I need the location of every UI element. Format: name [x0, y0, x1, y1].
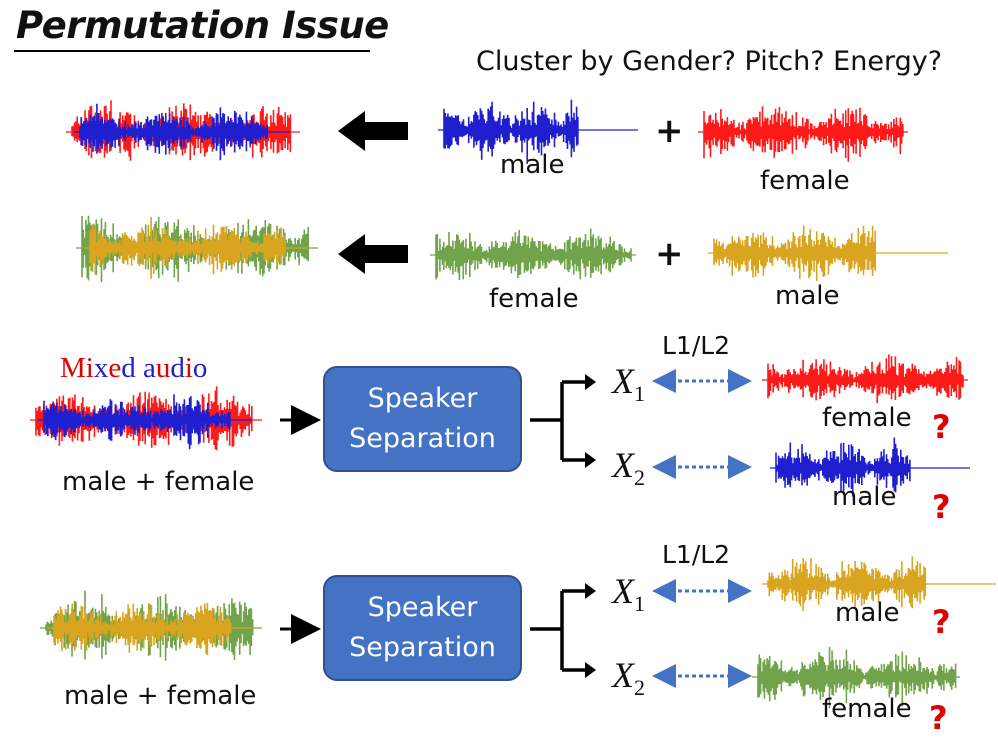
sep1-input-waveform-b: [38, 394, 252, 450]
row1-female-waveform: [698, 106, 908, 162]
sep1-output-x2: X2: [612, 445, 645, 491]
split-bracket-2: [530, 589, 585, 672]
sep2-loss-label: L1/L2: [662, 540, 731, 569]
mixed-audio-char: d: [121, 352, 136, 384]
sep2-box-line2: Separation: [349, 632, 496, 663]
mixed-audio-char: x: [93, 352, 109, 384]
mixed-audio-char: o: [192, 352, 208, 384]
row1-plus: +: [655, 111, 684, 151]
sep1-out2-waveform: [770, 437, 970, 497]
sep2-out1-question-mark: ?: [932, 603, 951, 641]
row2-source-a-label: female: [489, 284, 579, 314]
sep2-input-label: male + female: [64, 681, 257, 711]
row2-plus: +: [655, 234, 684, 274]
title-underline: [14, 50, 370, 52]
sep2-input-waveform-b: [48, 602, 252, 656]
row1-male-waveform: [438, 99, 638, 164]
mixed-audio-char: d: [170, 352, 185, 384]
sep1-output-x1: X1: [612, 361, 645, 407]
sep2-out2-label: female: [822, 694, 912, 724]
mixed-audio-char: M: [60, 352, 86, 384]
sep1-box-line2: Separation: [349, 423, 496, 454]
speaker-separation-box-1: Speaker Separation: [323, 366, 522, 472]
page-title: Permutation Issue: [16, 4, 389, 47]
mixed-audio-char: a: [142, 352, 156, 384]
row2-male-waveform: [708, 225, 948, 281]
big-left-arrow-1: [338, 111, 408, 151]
row1-source-a-label: male: [500, 150, 565, 180]
sep2-out1-waveform: [762, 556, 996, 611]
sep1-box-line1: Speaker: [367, 383, 478, 414]
row1-source-b-label: female: [760, 166, 850, 196]
sep2-output-x1: X1: [612, 571, 645, 617]
split-bracket-1: [530, 380, 585, 462]
sep2-out2-question-mark: ?: [929, 699, 948, 737]
sep2-box-line1: Speaker: [367, 592, 478, 623]
sep2-out2-waveform: [752, 647, 960, 709]
mixed-audio-char: i: [184, 352, 193, 384]
big-left-arrow-2: [338, 234, 408, 274]
row1-mixed-waveform-b: [74, 103, 290, 161]
mixed-audio-char: u: [155, 352, 171, 384]
sep1-input-label: male + female: [62, 467, 255, 497]
mixed-audio-char: i: [85, 352, 94, 384]
speaker-separation-box-2: Speaker Separation: [323, 575, 522, 681]
sep1-loss-label: L1/L2: [662, 331, 731, 360]
sep1-out1-question-mark: ?: [932, 408, 951, 446]
sep2-out1-label: male: [835, 598, 900, 628]
mixed-audio-label: Mixed audio: [60, 352, 207, 385]
clustering-question: Cluster by Gender? Pitch? Energy?: [476, 46, 943, 77]
row2-female-waveform: [430, 228, 636, 281]
row2-source-b-label: male: [775, 281, 840, 311]
sep1-out2-question-mark: ?: [932, 488, 951, 526]
mixed-audio-char: [136, 352, 143, 384]
sep1-out2-label: male: [832, 482, 897, 512]
row2-mixed-waveform-b: [84, 217, 308, 279]
sep1-out1-waveform: [762, 354, 968, 404]
sep2-output-x2: X2: [612, 655, 645, 701]
mixed-audio-char: e: [108, 352, 122, 384]
sep1-out1-label: female: [822, 403, 912, 433]
